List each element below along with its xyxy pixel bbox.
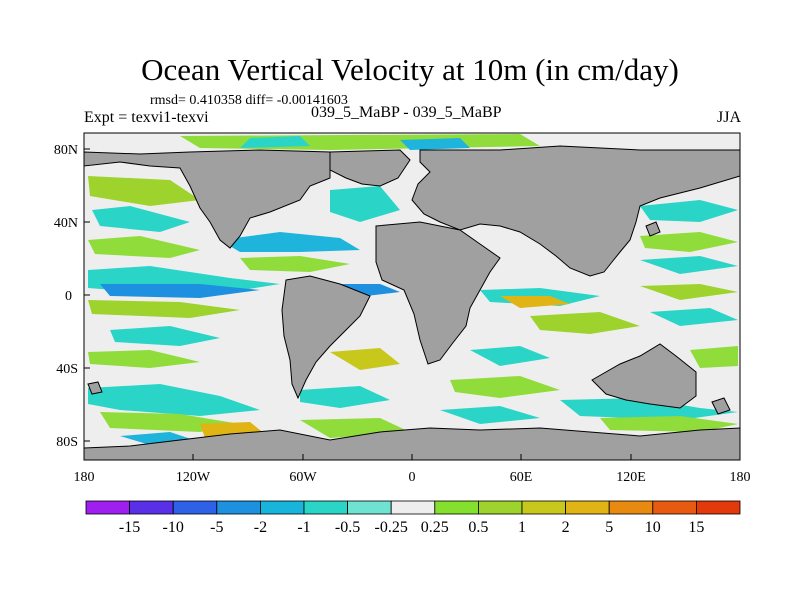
colorbar-swatch xyxy=(259,500,305,515)
velocity-band xyxy=(640,284,738,300)
stats-text: rmsd= 0.410358 diff= -0.00141603 xyxy=(150,93,348,108)
colorbar-swatch xyxy=(172,500,218,515)
velocity-band xyxy=(640,256,738,274)
velocity-band xyxy=(240,136,310,148)
velocity-band xyxy=(690,346,738,368)
colorbar-label: -15 xyxy=(119,519,140,536)
velocity-band xyxy=(88,236,200,258)
colorbar-swatch xyxy=(565,500,610,515)
colorbar-swatch xyxy=(216,500,261,515)
colorbar-label: 0.5 xyxy=(468,519,488,536)
experiment-label: Expt = texvi1-texvi xyxy=(84,109,209,126)
colorbar-swatch xyxy=(85,500,130,515)
colorbar-swatch xyxy=(652,500,697,515)
velocity-band xyxy=(330,348,400,370)
velocity-band xyxy=(92,206,190,232)
lat-tick-label: 40S xyxy=(56,362,78,377)
velocity-band xyxy=(640,232,738,252)
velocity-band xyxy=(640,200,738,222)
lat-tick-label: 0 xyxy=(65,289,72,304)
velocity-band xyxy=(110,326,220,346)
landmass-south-america xyxy=(281,275,371,400)
lon-tick-label: 180 xyxy=(730,470,751,485)
landmass-island xyxy=(87,381,103,395)
colorbar-swatch xyxy=(303,500,348,515)
lat-tick-label: 40N xyxy=(54,216,78,231)
colorbar-swatch xyxy=(434,500,479,515)
lon-tick-label: 120W xyxy=(176,470,211,485)
lon-tick-label: 120E xyxy=(616,470,646,485)
colorbar: -15 -10 -5 -2 -1 -0.5 -0.25 0.25 0.5 1 2 5 10 15 xyxy=(85,500,741,536)
velocity-band xyxy=(88,300,240,318)
colorbar-swatch xyxy=(696,500,741,515)
land-masses xyxy=(83,145,741,461)
velocity-band xyxy=(330,186,400,222)
landmass-australia xyxy=(591,343,697,409)
lon-tick-label: 60E xyxy=(510,470,533,485)
velocity-band xyxy=(240,256,350,272)
velocity-band xyxy=(300,386,390,408)
colorbar-swatch xyxy=(129,500,174,515)
landmass-africa xyxy=(375,221,501,365)
lon-axis: 180 120W 60W 0 60E 120E 180 xyxy=(74,454,751,485)
colorbar-label: -2 xyxy=(254,519,267,536)
colorbar-label: 15 xyxy=(688,519,704,536)
colorbar-label: 10 xyxy=(645,519,661,536)
velocity-band xyxy=(100,284,260,298)
velocity-band xyxy=(650,308,738,326)
landmass-north-america xyxy=(83,149,331,249)
colorbar-label: -10 xyxy=(163,519,184,536)
lon-tick-label: 0 xyxy=(409,470,416,485)
velocity-band xyxy=(440,406,540,424)
colorbar-label: 1 xyxy=(518,519,526,536)
map-title: Ocean Vertical Velocity at 10m (in cm/da… xyxy=(141,52,679,87)
velocity-band xyxy=(470,346,550,366)
colorbar-label: 0.25 xyxy=(421,519,449,536)
landmass-greenland xyxy=(329,149,411,187)
velocity-band xyxy=(88,176,200,206)
velocity-band xyxy=(88,384,260,416)
colorbar-swatch xyxy=(347,500,392,515)
colorbar-label: 5 xyxy=(605,519,613,536)
colorbar-label: -5 xyxy=(210,519,223,536)
colorbar-swatch xyxy=(608,500,654,515)
velocity-band xyxy=(560,398,738,420)
velocity-band xyxy=(450,376,560,398)
colorbar-label: -0.5 xyxy=(335,519,360,536)
velocity-band xyxy=(530,312,640,334)
colorbar-swatch xyxy=(477,500,523,515)
landmass-island xyxy=(645,221,661,237)
lon-tick-label: 180 xyxy=(74,470,95,485)
season-label: JJA xyxy=(716,109,741,126)
colorbar-swatch xyxy=(521,500,566,515)
colorbar-swatch xyxy=(390,500,436,515)
colorbar-label: 2 xyxy=(562,519,570,536)
case-label: 039_5_MaBP - 039_5_MaBP xyxy=(311,104,502,121)
velocity-field xyxy=(88,134,738,448)
lat-tick-label: 80N xyxy=(54,143,78,158)
colorbar-label: -0.25 xyxy=(375,519,408,536)
velocity-band xyxy=(400,138,470,150)
lon-tick-label: 60W xyxy=(289,470,317,485)
colorbar-label: -1 xyxy=(297,519,310,536)
velocity-band xyxy=(500,296,570,308)
velocity-band xyxy=(88,350,200,368)
map-plot-area xyxy=(83,132,741,461)
velocity-band xyxy=(220,232,360,252)
landmass-island xyxy=(711,397,731,415)
lat-tick-label: 80S xyxy=(56,435,78,450)
velocity-band xyxy=(600,416,738,432)
lat-axis: 80N 40N 0 40S 80S xyxy=(54,143,90,450)
